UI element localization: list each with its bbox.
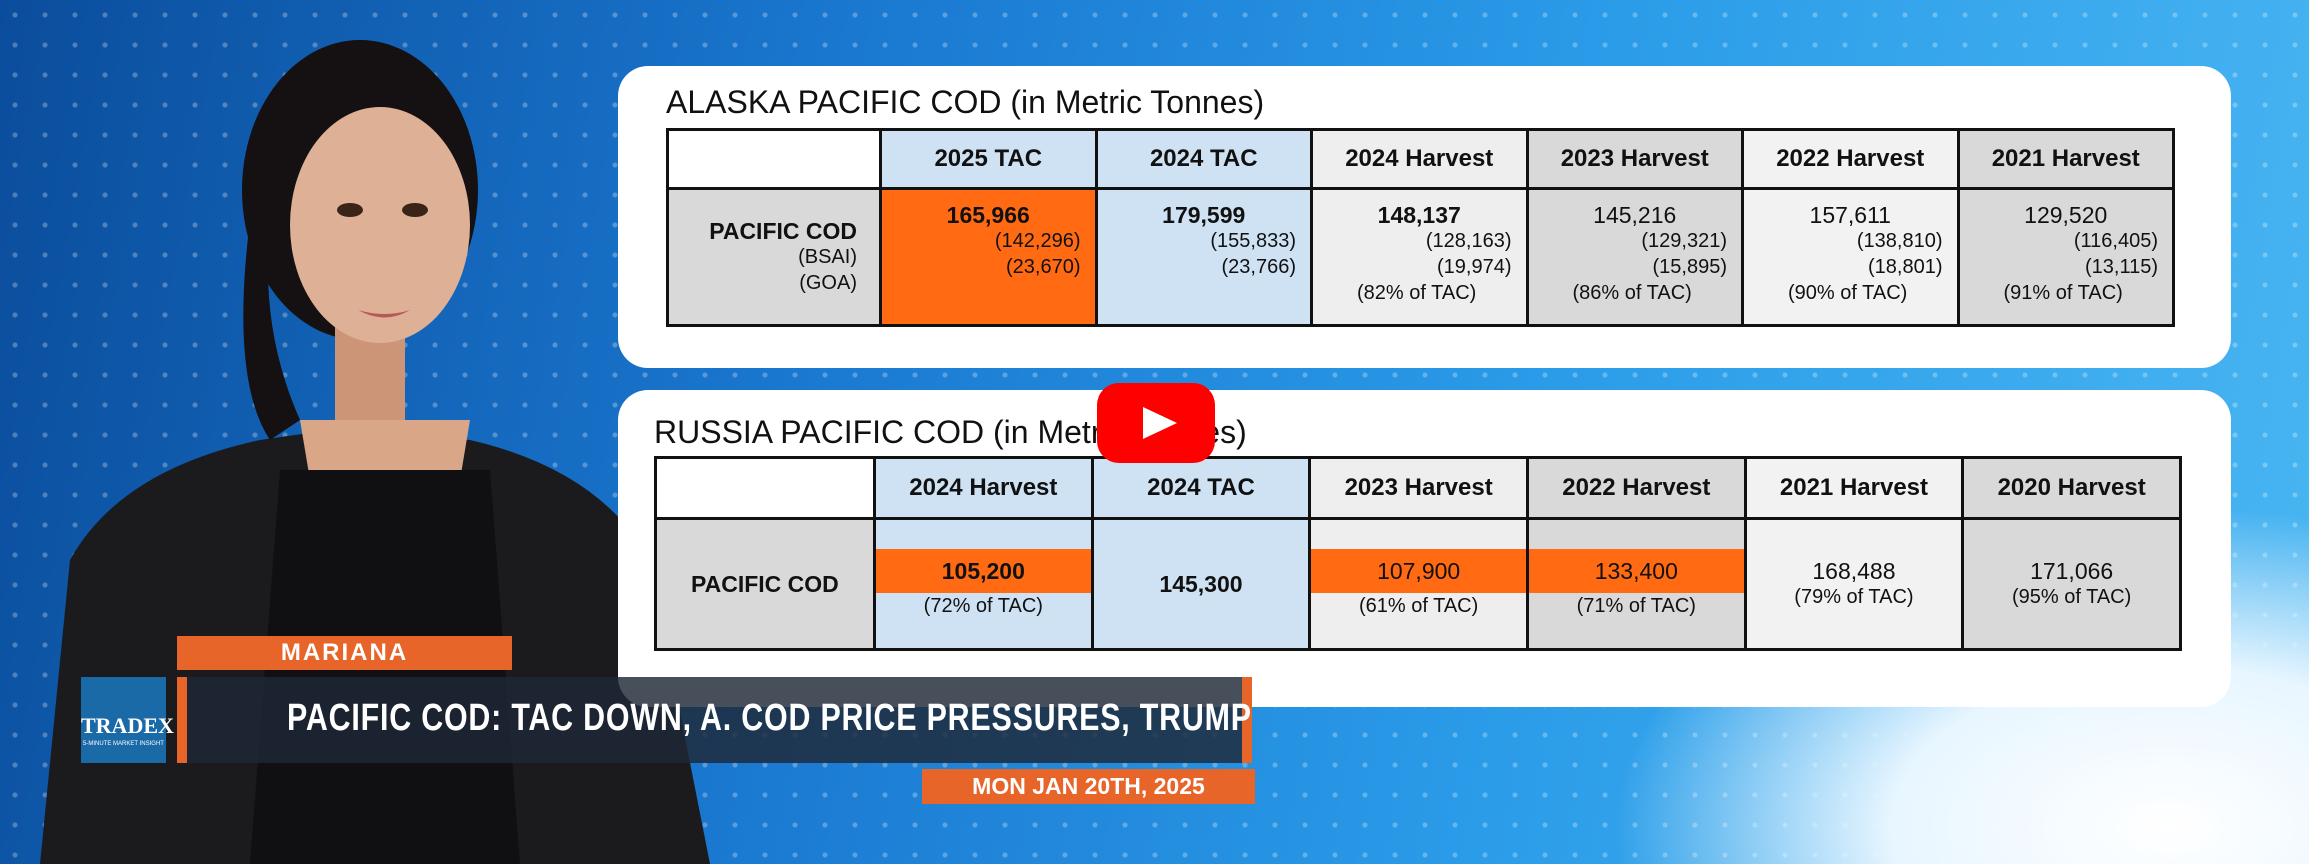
column-header: 2021 Harvest (1743, 456, 1965, 520)
row-label: PACIFIC COD (654, 517, 876, 651)
cell-subvalue: (13,115) (2084, 256, 2158, 278)
cell: 179,599 (155,833) (23,766) (1094, 187, 1313, 327)
header-row: 2024 Harvest 2024 TAC 2023 Harvest 2022 Har… (654, 456, 2182, 520)
cell-percent: (95% of TAC) (2011, 586, 2132, 608)
cell: 133,400 (71% of TAC) (1525, 517, 1747, 651)
play-button[interactable] (1097, 383, 1215, 463)
cell: 165,966 (142,296) (23,670) (879, 187, 1098, 327)
corner-cell (666, 128, 882, 190)
cell: 145,216 (129,321) (15,895) (86% of TAC) (1525, 187, 1744, 327)
column-header: 2020 Harvest (1961, 456, 2182, 520)
column-header: 2024 Harvest (1310, 128, 1529, 190)
column-header: 2023 Harvest (1525, 128, 1744, 190)
cell-subvalue: (142,296) (994, 230, 1081, 252)
cell-subvalue: (116,405) (2073, 230, 2158, 252)
cell-value: 165,966 (946, 202, 1030, 228)
cell-value: 179,599 (1162, 202, 1246, 228)
cell-percent: (86% of TAC) (1572, 282, 1692, 304)
row-label-line: (BSAI) (798, 246, 857, 268)
headline-bar: PACIFIC COD: TAC DOWN, A. COD PRICE PRES… (177, 677, 1252, 763)
logo-tagline: 5-MINUTE MARKET INSIGHT (83, 741, 164, 747)
cell-value: 107,900 (1311, 549, 1526, 593)
column-header: 2024 TAC (1094, 128, 1313, 190)
cell: 171,066 (95% of TAC) (1961, 517, 2182, 651)
cell-subvalue: (128,163) (1425, 230, 1512, 252)
cell-value: 168,488 (1812, 558, 1896, 584)
header-row: 2025 TAC 2024 TAC 2024 Harvest 2023 Harvest… (666, 128, 2175, 190)
data-row: PACIFIC COD 105,200 (72% of TAC) 145,300 107… (654, 517, 2182, 651)
cell-subvalue: (155,833) (1210, 230, 1296, 252)
date: MON JAN 20TH, 2025 (922, 769, 1255, 804)
cell-value: 157,611 (1809, 202, 1891, 228)
column-header: 2022 Harvest (1525, 456, 1747, 520)
cell: 148,137 (128,163) (19,974) (82% of TAC) (1310, 187, 1529, 327)
cell-subvalue: (138,810) (1856, 230, 1943, 252)
row-label: PACIFIC COD (BSAI) (GOA) (666, 187, 882, 327)
cell-value: 129,520 (2024, 202, 2108, 228)
cell-percent: (82% of TAC) (1357, 282, 1477, 304)
cell-subvalue: (19,974) (1437, 256, 1512, 278)
cell-subvalue: (129,321) (1641, 230, 1727, 252)
cell-subvalue: (15,895) (1652, 256, 1728, 278)
cell-percent: (79% of TAC) (1794, 586, 1914, 608)
cell-value: 145,300 (1159, 571, 1243, 597)
column-header: 2024 TAC (1090, 456, 1312, 520)
logo-text: TRADEX (81, 713, 174, 738)
cell-value: 171,066 (2030, 558, 2114, 584)
cell-value: 145,216 (1593, 202, 1677, 228)
cell-value: 105,200 (876, 549, 1091, 593)
alaska-table: 2025 TAC 2024 TAC 2024 Harvest 2023 Harvest… (666, 128, 2175, 327)
cell: 129,520 (116,405) (13,115) (91% of TAC) (1956, 187, 2175, 327)
cell-percent: (90% of TAC) (1788, 282, 1908, 304)
column-header: 2022 Harvest (1741, 128, 1960, 190)
cell: 105,200 (72% of TAC) (873, 517, 1094, 651)
column-header: 2021 Harvest (1956, 128, 2175, 190)
cell-subvalue: (23,766) (1221, 256, 1297, 278)
corner-cell (654, 456, 876, 520)
headline: PACIFIC COD: TAC DOWN, A. COD PRICE PRES… (287, 697, 1252, 739)
cell-percent: (91% of TAC) (2003, 282, 2123, 304)
presenter-name: MARIANA (177, 636, 512, 670)
russia-table: 2024 Harvest 2024 TAC 2023 Harvest 2022 Har… (654, 456, 2182, 651)
table-title: ALASKA PACIFIC COD (in Metric Tonnes) (666, 84, 1265, 120)
cell: 107,900 (61% of TAC) (1308, 517, 1529, 651)
cell-subvalue: (18,801) (1868, 256, 1943, 278)
cell-subvalue: (23,670) (1006, 256, 1081, 278)
row-label-line: PACIFIC COD (709, 218, 857, 244)
cell-percent: (71% of TAC) (1576, 595, 1696, 617)
logo: TRADEX 5-MINUTE MARKET INSIGHT (81, 677, 174, 763)
column-header: 2025 TAC (879, 128, 1098, 190)
cell-value: 148,137 (1377, 202, 1461, 228)
column-header: 2023 Harvest (1308, 456, 1529, 520)
column-header: 2024 Harvest (873, 456, 1094, 520)
cell-percent: (61% of TAC) (1358, 595, 1479, 617)
cell: 145,300 (1090, 517, 1312, 651)
data-row: PACIFIC COD (BSAI) (GOA) 165,966 (142,296) (2… (666, 187, 2175, 327)
cell: 168,488 (79% of TAC) (1743, 517, 1965, 651)
cell-percent: (72% of TAC) (923, 595, 1043, 617)
cell: 157,611 (138,810) (18,801) (90% of TAC) (1741, 187, 1960, 327)
cell-value: 133,400 (1528, 549, 1744, 593)
row-label-line: (GOA) (799, 272, 857, 294)
